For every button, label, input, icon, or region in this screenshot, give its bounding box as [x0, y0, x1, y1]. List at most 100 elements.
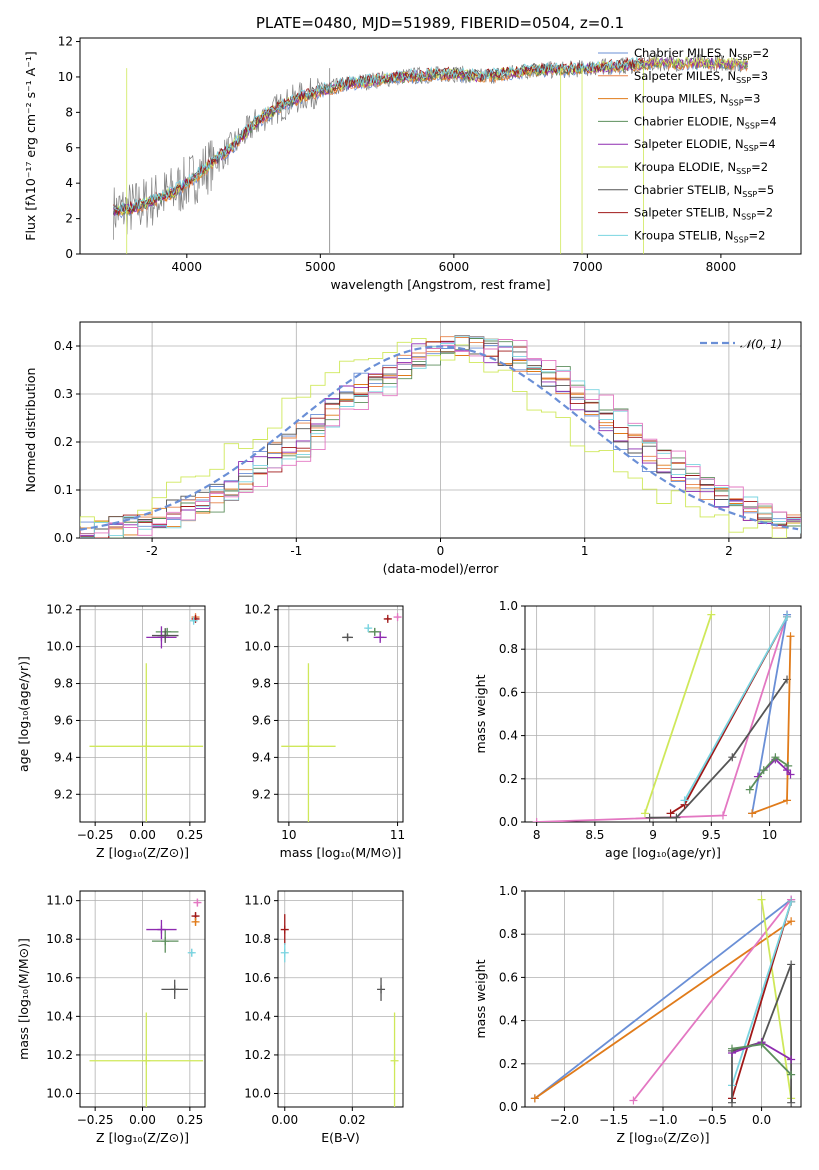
- spectrum-ylabel: Flux [fλ10⁻¹⁷ erg cm⁻² s⁻¹ A⁻¹]: [23, 51, 38, 240]
- mass_vs_ebv-frame: [277, 890, 404, 1108]
- series-point-salpeter_elodie: [783, 766, 792, 775]
- mass_vs_ebv-ytick-label: 10.6: [244, 971, 271, 985]
- legend-label-kroupa_stelib: Kroupa STELIB, NSSP=2: [634, 228, 765, 244]
- spectrum-legend: Chabrier MILES, NSSP=2 Salpeter MILES, NS…: [598, 46, 777, 244]
- residuals-xtick-label: 1: [581, 544, 589, 558]
- weight_vs_age-xtick-label: 8: [533, 828, 541, 842]
- age_vs_mass-xtick-label: 10: [281, 828, 296, 842]
- weight_vs_z-xlabel: Z [log₁₀(Z/Z⊙)]: [617, 1130, 710, 1145]
- series-point-chabrier_stelib: [787, 960, 796, 969]
- marker-kroupa_stelib: [187, 948, 196, 957]
- residuals-legend-label: 𝒩(0, 1): [740, 337, 782, 351]
- series-point-pink: [718, 811, 727, 820]
- weight_vs_age-xtick-label: 8.5: [585, 828, 604, 842]
- spectrum-xtick-label: 7000: [572, 260, 603, 274]
- series-line-kroupa_elodie: [644, 614, 713, 814]
- marker-kroupa_elodie: [390, 1056, 399, 1065]
- weight_vs_z-xtick-label: −1.0: [648, 1113, 677, 1127]
- weight_vs_z-xtick-label: −2.0: [550, 1113, 579, 1127]
- series-point-pink: [532, 818, 541, 822]
- age_vs_z-xtick-label: 0.25: [176, 828, 203, 842]
- marker-kroupa_stelib: [364, 624, 373, 633]
- mass_vs_z-xtick-label: −0.25: [77, 1113, 114, 1127]
- weight_vs_age-ytick-label: 0.4: [499, 729, 518, 743]
- series-point-kroupa_miles: [748, 809, 757, 818]
- age_vs_z-axes: −0.25 0.00 0.25 9.2 9.4 9.6 9.8 10.0 10.2 Z [log₁…: [16, 603, 206, 860]
- age_vs_mass-ytick-label: 9.8: [252, 677, 271, 691]
- residuals-ytick-label: 0.1: [54, 483, 73, 497]
- marker-salpeter_elodie: [376, 633, 385, 642]
- age_vs_z-ytick-label: 10.2: [46, 603, 73, 617]
- age_vs_mass-ytick-label: 10.2: [244, 603, 271, 617]
- age_vs_mass-xtick-label: 11: [390, 828, 405, 842]
- residuals-xtick-label: -2: [146, 544, 158, 558]
- marker-salpeter_stelib: [280, 925, 289, 934]
- mass_vs_ebv-axes: 0.00 0.02 10.0 10.2 10.4 10.6 10.8 11.0 E(B-V): [244, 890, 404, 1145]
- series-point-chabrier_elodie: [757, 1040, 766, 1049]
- residuals-ytick-label: 0.2: [54, 435, 73, 449]
- marker-pink: [393, 613, 402, 622]
- series-point-chabrier_elodie: [771, 753, 780, 762]
- marker-chabrier_stelib: [170, 985, 179, 994]
- series-point-kroupa_miles: [786, 632, 795, 641]
- weight_vs_age-frame: [524, 605, 802, 823]
- series-point-kroupa_stelib: [783, 612, 792, 621]
- weight_vs_z-ytick-label: 0.2: [499, 1057, 518, 1071]
- legend-label-kroupa_elodie: Kroupa ELODIE, NSSP=2: [634, 160, 768, 176]
- series-point-chabrier_stelib: [672, 813, 681, 822]
- mass_vs_ebv-xtick-label: 0.02: [339, 1113, 366, 1127]
- series-point-kroupa_miles: [783, 796, 792, 805]
- age_vs_z-ytick-label: 9.4: [54, 750, 73, 764]
- legend-label-salpeter_miles: Salpeter MILES, NSSP=3: [634, 69, 768, 85]
- marker-kroupa_elodie: [304, 742, 313, 751]
- marker-salpeter_stelib: [191, 614, 200, 623]
- residuals-ytick-label: 0.0: [54, 531, 73, 545]
- age_vs_mass-frame: [277, 605, 404, 823]
- age_vs_mass-plot-area: [281, 613, 402, 822]
- spectrum-ytick-label: 2: [65, 212, 73, 226]
- mass_vs_z-plot-area: [89, 898, 204, 1107]
- legend-label-salpeter_elodie: Salpeter ELODIE, NSSP=4: [634, 137, 776, 153]
- spectrum-ytick-label: 4: [65, 176, 73, 190]
- series-line-salpeter_elodie: [757, 758, 792, 778]
- legend-label-chabrier_stelib: Chabrier STELIB, NSSP=5: [634, 183, 774, 199]
- weight_vs_z-ytick-label: 0.8: [499, 927, 518, 941]
- spectrum-ytick-label: 12: [58, 35, 73, 49]
- mass_vs_z-xlabel: Z [log₁₀(Z/Z⊙)]: [96, 1130, 189, 1145]
- marker-salpeter_elodie: [157, 925, 166, 934]
- normal-curve: [80, 345, 799, 531]
- series-point-chabrier_elodie: [784, 761, 793, 770]
- legend-label-salpeter_stelib: Salpeter STELIB, NSSP=2: [634, 206, 773, 222]
- marker-chabrier_stelib: [343, 633, 352, 642]
- series-line-chabrier_miles: [534, 898, 792, 1100]
- series-point-kroupa_elodie: [640, 809, 649, 818]
- spectrum-xlabel: wavelength [Angstrom, rest frame]: [330, 277, 550, 292]
- marker-kroupa_miles: [191, 917, 200, 926]
- weight_vs_age-axes: 8 8.5 9 9.5 10 0.0 0.2 0.4 0.6 0.8 1.0 age [log₁₀(a…: [473, 599, 802, 860]
- mass_vs_ebv-ytick-label: 10.4: [244, 1009, 271, 1023]
- weight_vs_age-ytick-label: 0.0: [499, 815, 518, 829]
- series-point-chabrier_stelib: [787, 1098, 796, 1107]
- series-point-kroupa_stelib: [787, 897, 796, 906]
- weight_vs_z-ytick-label: 1.0: [499, 884, 518, 898]
- spectrum-ytick-label: 6: [65, 141, 73, 155]
- series-point-pink: [629, 1096, 638, 1105]
- weight_vs_age-ytick-label: 1.0: [499, 599, 518, 613]
- series-point-chabrier_stelib: [728, 1098, 736, 1107]
- spectrum-ytick-label: 0: [65, 247, 73, 261]
- weight_vs_age-xlabel: age [log₁₀(age/yr)]: [605, 845, 721, 860]
- age_vs_z-ytick-label: 9.6: [54, 713, 73, 727]
- series-point-chabrier_elodie: [728, 1044, 736, 1053]
- series-line-kroupa_stelib: [683, 616, 788, 801]
- mass_vs_z-xtick-label: 0.25: [176, 1113, 203, 1127]
- age_vs_mass-axes: 10 11 9.2 9.4 9.6 9.8 10.0 10.2 mass [log₁₀(M/M⊙…: [244, 603, 405, 860]
- mass_vs_z-ylabel: mass [log₁₀(M/M⊙)]: [16, 938, 31, 1060]
- age_vs_z-ytick-label: 9.2: [54, 787, 73, 801]
- mass_vs_z-xtick-label: 0.00: [129, 1113, 156, 1127]
- spectrum-ytick-label: 10: [58, 70, 73, 84]
- age_vs_z-xtick-label: 0.00: [129, 828, 156, 842]
- mass_vs_ebv-ytick-label: 11.0: [244, 894, 271, 908]
- weight_vs_z-plot-area: [530, 895, 796, 1107]
- mass_vs_z-ytick-label: 10.8: [46, 932, 73, 946]
- spectrum-model-kroupa_stelib: [113, 57, 644, 214]
